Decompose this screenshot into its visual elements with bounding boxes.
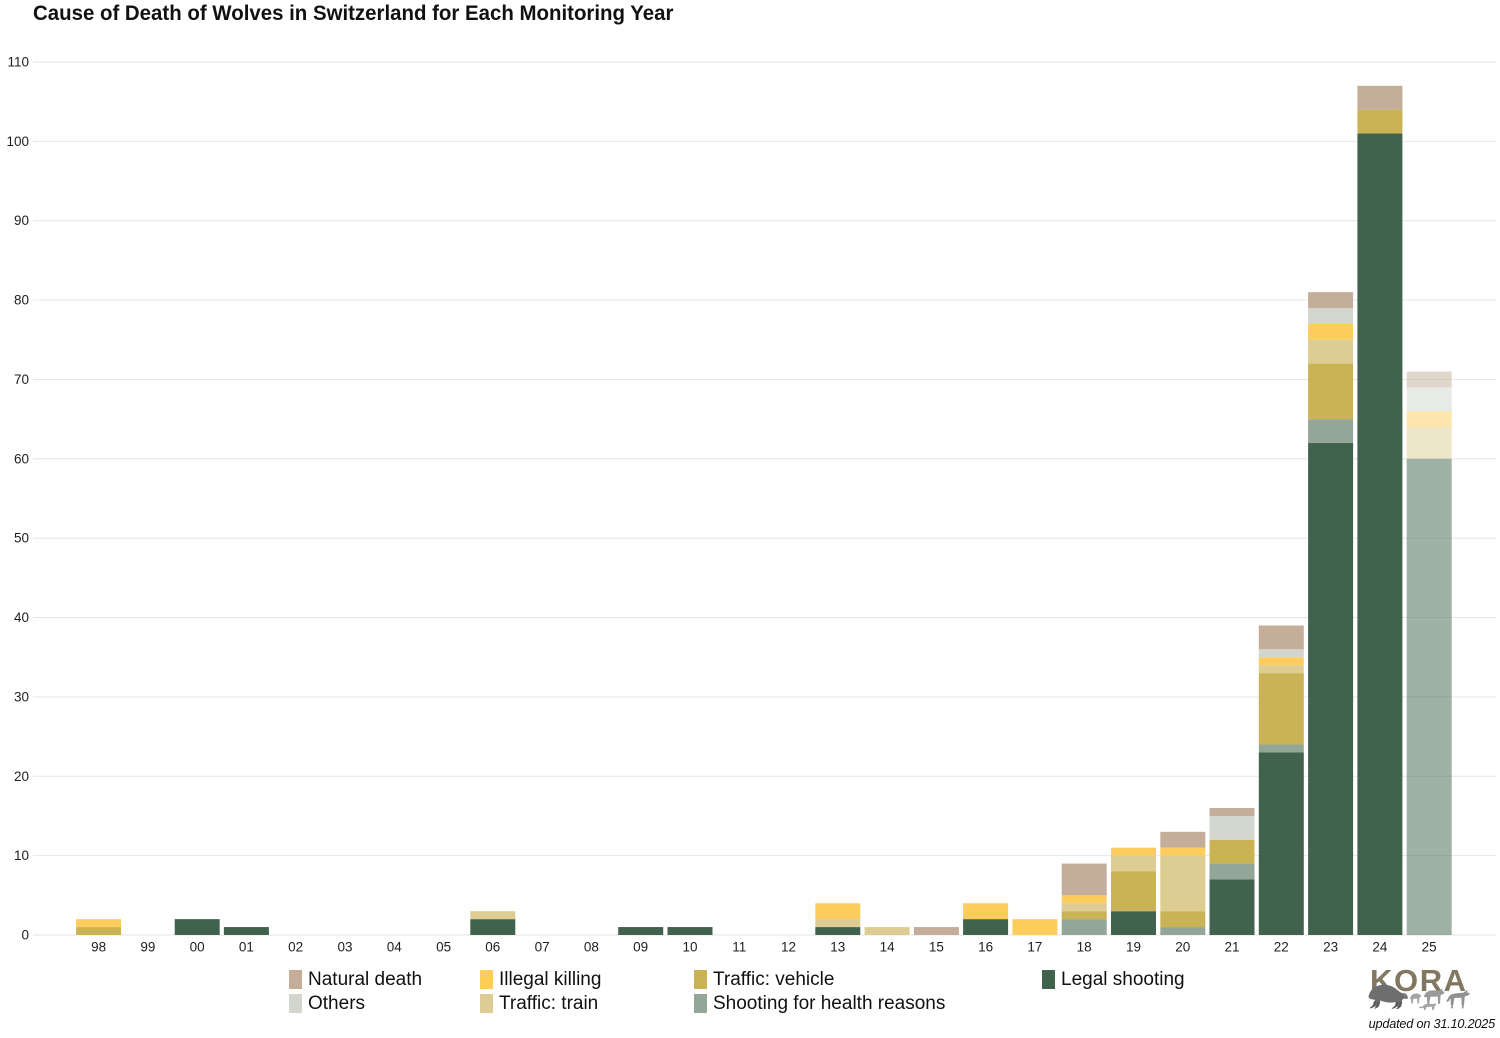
svg-text:100: 100 xyxy=(6,134,29,149)
svg-text:24: 24 xyxy=(1372,940,1388,955)
svg-text:21: 21 xyxy=(1224,940,1239,955)
svg-text:20: 20 xyxy=(14,769,29,784)
svg-text:99: 99 xyxy=(140,940,155,955)
svg-text:98: 98 xyxy=(91,940,106,955)
svg-text:11: 11 xyxy=(732,940,746,955)
svg-text:80: 80 xyxy=(14,293,29,308)
svg-text:50: 50 xyxy=(14,531,29,546)
svg-text:06: 06 xyxy=(485,940,500,955)
svg-text:09: 09 xyxy=(633,940,648,955)
svg-text:30: 30 xyxy=(14,689,29,704)
svg-text:16: 16 xyxy=(978,940,993,955)
svg-text:02: 02 xyxy=(288,940,303,955)
svg-text:12: 12 xyxy=(781,940,796,955)
svg-text:08: 08 xyxy=(584,940,599,955)
svg-text:00: 00 xyxy=(190,940,205,955)
svg-text:14: 14 xyxy=(880,940,896,955)
svg-text:03: 03 xyxy=(337,940,352,955)
svg-text:20: 20 xyxy=(1175,940,1190,955)
svg-text:01: 01 xyxy=(239,940,254,955)
svg-text:23: 23 xyxy=(1323,940,1338,955)
svg-text:15: 15 xyxy=(929,940,944,955)
svg-text:04: 04 xyxy=(387,940,403,955)
svg-text:70: 70 xyxy=(14,372,29,387)
svg-text:60: 60 xyxy=(14,451,29,466)
svg-text:07: 07 xyxy=(535,940,550,955)
svg-text:110: 110 xyxy=(7,55,29,70)
svg-text:90: 90 xyxy=(14,213,29,228)
svg-text:10: 10 xyxy=(682,940,697,955)
svg-text:10: 10 xyxy=(14,848,29,863)
svg-text:25: 25 xyxy=(1422,940,1437,955)
svg-text:40: 40 xyxy=(14,610,29,625)
svg-text:18: 18 xyxy=(1077,940,1092,955)
svg-text:13: 13 xyxy=(830,940,845,955)
svg-text:22: 22 xyxy=(1274,940,1289,955)
svg-text:17: 17 xyxy=(1027,940,1042,955)
svg-text:05: 05 xyxy=(436,940,451,955)
svg-text:0: 0 xyxy=(21,928,29,943)
svg-text:19: 19 xyxy=(1126,940,1141,955)
